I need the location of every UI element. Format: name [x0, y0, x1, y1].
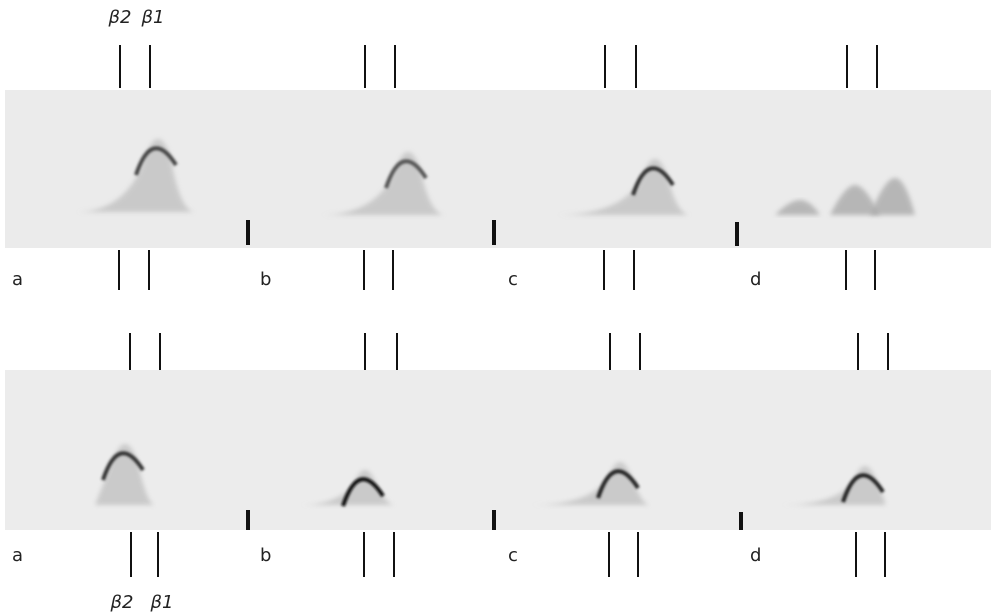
panel-label: a [12, 545, 23, 566]
panel-label: c [508, 545, 518, 566]
panel-label: d [750, 545, 761, 566]
gel-strip [5, 370, 991, 530]
panel-label: d [750, 269, 761, 290]
beta-label: β2 [108, 7, 132, 28]
beta-label: β1 [141, 7, 165, 28]
panel-label: c [508, 269, 518, 290]
panel-label: b [260, 545, 271, 566]
panel-label: b [260, 269, 271, 290]
beta-label: β1 [150, 592, 174, 613]
beta-label: β2 [110, 592, 134, 613]
panel-label: a [12, 269, 23, 290]
figure: β2 β1 β2 β1 a b c d a b c d [0, 0, 991, 614]
